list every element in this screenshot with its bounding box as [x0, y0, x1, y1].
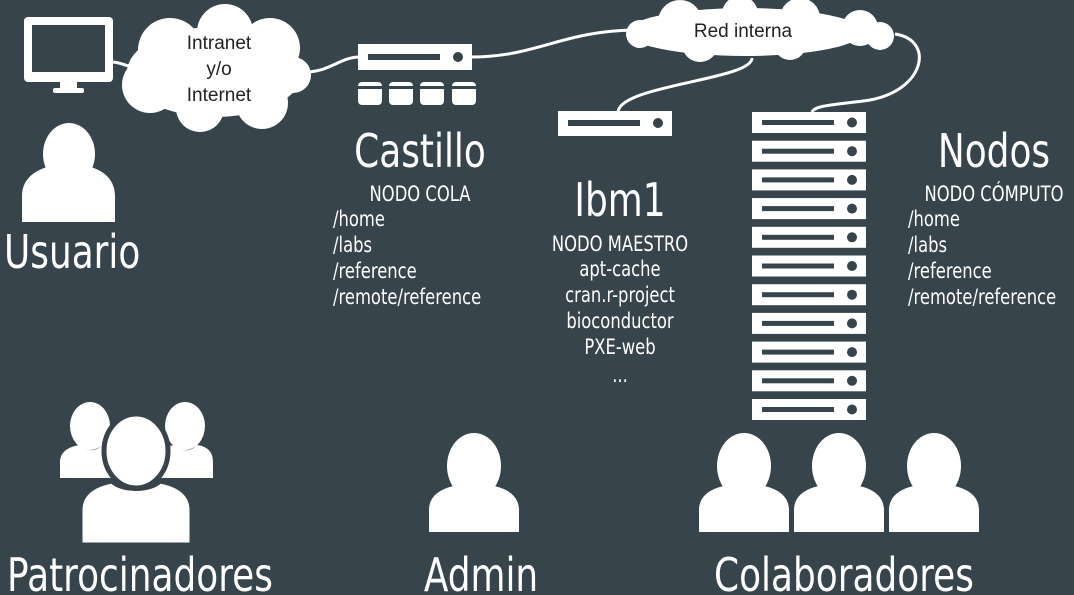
nodos-title: Nodos — [937, 124, 1051, 178]
rack-unit-icon — [752, 341, 866, 363]
disk-icon — [452, 82, 476, 105]
nodos-path: /home — [908, 207, 960, 231]
patrocinadores-label: Patrocinadores — [7, 548, 273, 595]
usuario-person-icon — [22, 123, 115, 222]
rack-unit-icon — [752, 169, 866, 191]
admin-person-icon — [429, 433, 519, 532]
cloud-internet-line: Intranet — [186, 33, 252, 54]
ibm1-title: Ibm1 — [574, 173, 666, 227]
rack-unit-icon — [752, 312, 866, 334]
rack-unit-icon — [752, 140, 866, 162]
nodos-path: /reference — [908, 259, 992, 283]
nodos-subtitle: NODO CÓMPUTO — [924, 182, 1064, 206]
admin-label: Admin — [423, 548, 539, 595]
castillo-path: /remote/reference — [333, 285, 482, 309]
ibm1-service: apt-cache — [579, 257, 661, 281]
rack-unit-icon — [752, 112, 866, 133]
monitor-icon — [24, 17, 113, 93]
connection-lines — [111, 28, 921, 113]
castillo-title: Castillo — [354, 124, 486, 178]
castillo-path: /labs — [333, 233, 373, 257]
link-redinterna-nodos — [810, 32, 921, 113]
castillo-path: /home — [333, 207, 385, 231]
cloud-redinterna-label: Red interna — [693, 21, 793, 42]
storage-disks-icon — [358, 82, 476, 105]
link-monitor-cloud — [111, 60, 131, 68]
nodos-path: /labs — [908, 233, 948, 257]
ibm1-service: PXE-web — [584, 335, 656, 359]
rack-unit-icon — [752, 399, 866, 420]
castillo-subtitle: NODO COLA — [369, 182, 471, 206]
colaboradores-group-icon — [699, 433, 979, 532]
colaborador-person-icon — [699, 433, 789, 532]
ibm1-server-icon — [558, 111, 672, 136]
cloud-internet-icon — [122, 4, 311, 132]
link-redinterna-ibm1 — [616, 57, 754, 113]
ibm1-subtitle: NODO MAESTRO — [551, 232, 689, 256]
rack-unit-icon — [752, 226, 866, 248]
nodos-rack-icon — [752, 112, 866, 420]
cloud-internet-line: Internet — [186, 85, 252, 106]
cloud-internet-label: Intranet y/o Internet — [160, 31, 278, 109]
rack-unit-icon — [752, 255, 866, 277]
ibm1-service: bioconductor — [566, 309, 674, 333]
ibm1-service: cran.r-project — [565, 283, 675, 307]
colaboradores-label: Colaboradores — [714, 548, 974, 595]
ibm1-service: ... — [612, 363, 628, 387]
link-castillo-redinterna — [469, 28, 641, 59]
rack-unit-icon — [752, 284, 866, 306]
rack-unit-icon — [752, 198, 866, 220]
cloud-internet-line: y/o — [206, 59, 232, 80]
disk-icon — [358, 82, 382, 105]
nodos-path: /remote/reference — [908, 285, 1057, 309]
link-cloud-castillo — [304, 55, 361, 74]
castillo-server-icon — [358, 44, 472, 70]
cloud-redinterna-icon — [626, 0, 894, 62]
disk-icon — [389, 82, 413, 105]
rack-unit-icon — [752, 370, 866, 392]
usuario-label: Usuario — [4, 225, 141, 279]
colaborador-person-icon — [794, 433, 884, 532]
castillo-path: /reference — [333, 259, 417, 283]
disk-icon — [420, 82, 444, 105]
colaborador-person-icon — [889, 433, 979, 532]
patrocinadores-group-icon — [60, 402, 213, 548]
